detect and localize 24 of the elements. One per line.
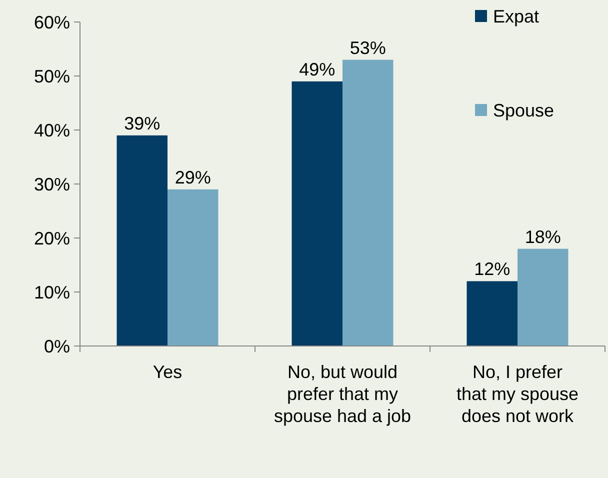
- bar: [168, 189, 218, 346]
- data-label: 49%: [299, 59, 336, 80]
- x-tick-label: No, I prefer that my spouse does not work: [456, 362, 579, 426]
- y-tick-label: 20%: [34, 228, 70, 248]
- y-tick-label: 50%: [34, 66, 70, 86]
- data-label: 18%: [524, 226, 561, 247]
- data-label: 39%: [124, 113, 160, 134]
- y-tick-label: 40%: [34, 120, 70, 140]
- y-tick-label: 60%: [34, 12, 70, 32]
- bar: [292, 81, 342, 346]
- y-tick-label: 10%: [34, 282, 70, 302]
- x-tick-label: Yes: [152, 362, 182, 382]
- x-tick-label: No, but would prefer that my spouse had a job: [274, 362, 412, 426]
- bar: [116, 135, 168, 346]
- y-tick-label: 30%: [34, 174, 70, 194]
- y-tick-label: 0%: [44, 336, 70, 356]
- bar: [342, 60, 394, 346]
- legend-label: Expat: [493, 6, 540, 26]
- legend-label: Spouse: [493, 100, 554, 120]
- bar: [466, 281, 518, 346]
- data-label: 53%: [350, 38, 386, 58]
- bar: [518, 248, 568, 346]
- data-label: 29%: [174, 167, 211, 188]
- data-label: 12%: [474, 259, 510, 280]
